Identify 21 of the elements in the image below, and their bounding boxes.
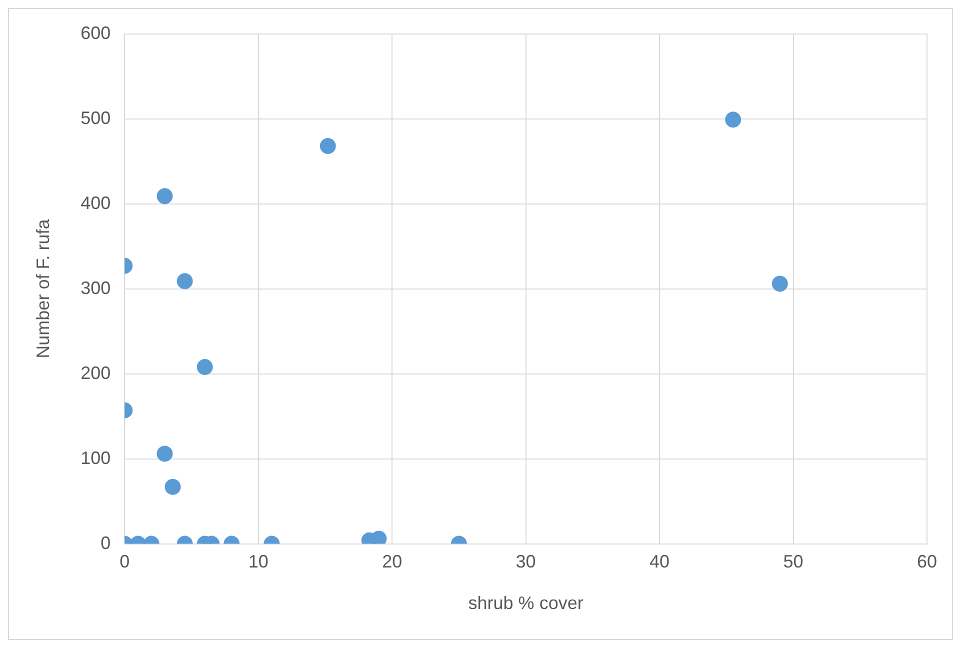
y-axis-title: Number of F. rufa [32, 218, 53, 358]
x-tick-label: 40 [650, 552, 670, 572]
y-tick-label: 100 [80, 448, 111, 468]
x-tick-label: 10 [248, 552, 268, 572]
point [156, 188, 173, 204]
y-tick-label: 400 [80, 192, 111, 213]
point [320, 138, 336, 154]
x-tick-label: 20 [382, 552, 402, 572]
y-tick-label: 0 [100, 532, 111, 553]
y-tick-label: 300 [80, 278, 111, 298]
x-tick-label: 0 [120, 552, 130, 572]
x-axis-title: shrub % cover [468, 593, 584, 614]
x-tick-label: 30 [516, 552, 536, 572]
y-tick-label: 500 [80, 108, 111, 128]
y-tick-label: 200 [80, 362, 111, 383]
point [772, 276, 788, 292]
x-tick-label: 50 [783, 552, 804, 572]
point [725, 112, 742, 128]
x-tick-label: 60 [916, 552, 938, 572]
y-tick-label: 600 [80, 22, 111, 43]
point [176, 273, 193, 290]
